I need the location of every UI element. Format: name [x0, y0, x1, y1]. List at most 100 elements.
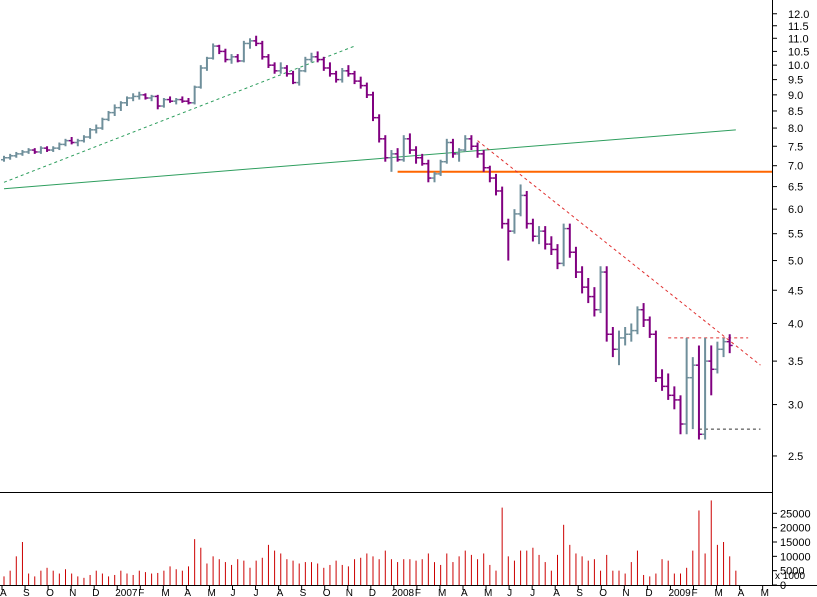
price-bar	[449, 138, 456, 158]
price-tick-label: 8.0	[788, 123, 803, 135]
price-bar	[25, 148, 32, 154]
x-tick-label: A	[461, 588, 468, 597]
price-bar	[659, 369, 666, 391]
price-bar	[628, 323, 635, 342]
price-bar	[105, 110, 112, 122]
price-bar	[425, 159, 432, 183]
price-bar	[259, 40, 266, 60]
price-panel: 12.011.511.010.5 10.0 9.5 9.0 8.5 8.0 7.5 7.0 6.…	[1, 9, 809, 463]
price-bar	[56, 142, 63, 151]
price-bar	[437, 159, 444, 176]
volume-bars	[3, 500, 737, 585]
price-bar	[173, 98, 180, 105]
x-tick-label: J	[507, 588, 512, 597]
x-tick-label: M	[161, 588, 169, 597]
price-tick-label: 9.0	[788, 90, 803, 102]
price-bar	[493, 173, 499, 196]
x-tick-label: S	[300, 588, 307, 597]
price-bar	[370, 91, 376, 122]
price-tick-label: 6.5	[788, 182, 803, 194]
price-bar	[456, 148, 463, 162]
price-bar	[708, 345, 715, 396]
x-tick-label: M	[484, 588, 492, 597]
price-bar	[31, 148, 38, 154]
price-bar	[68, 137, 75, 145]
price-tick-label: 4.5	[788, 285, 803, 297]
price-tick-label: 7.5	[788, 141, 803, 153]
price-bar	[554, 244, 561, 270]
price-bar	[363, 82, 370, 99]
price-bar	[265, 54, 272, 68]
price-bar	[480, 150, 487, 172]
price-tick-label: 11.0	[788, 33, 809, 45]
price-bar	[720, 337, 727, 358]
price-bar	[702, 337, 709, 440]
x-tick-label: M	[715, 588, 723, 597]
price-bar	[536, 226, 543, 245]
price-tick-label: 11.5	[788, 21, 809, 33]
price-bar	[179, 96, 186, 103]
price-bar	[19, 150, 26, 156]
price-bar	[499, 186, 506, 229]
x-tick-label: A	[184, 588, 191, 597]
price-bar	[443, 138, 450, 164]
price-bar	[523, 190, 530, 229]
price-bar	[468, 135, 475, 151]
x-tick-label: A	[553, 588, 560, 597]
price-bar	[185, 98, 192, 105]
volume-tick-label: 10000	[780, 551, 811, 563]
price-bar	[351, 70, 358, 85]
price-bar	[130, 93, 137, 102]
price-bar	[240, 40, 247, 63]
price-bar	[290, 70, 297, 85]
price-bar	[542, 226, 549, 250]
price-bar	[646, 316, 653, 338]
price-bar	[406, 133, 413, 154]
price-bar	[695, 345, 702, 440]
price-bar	[203, 56, 210, 71]
price-bar	[308, 52, 315, 63]
price-bar	[234, 54, 241, 63]
price-bar	[320, 56, 327, 71]
price-bar	[136, 91, 143, 100]
volume-tick-label: 5000	[780, 566, 804, 578]
x-tick-label: D	[369, 588, 376, 597]
price-bar	[609, 327, 616, 358]
trend-lines	[3, 45, 772, 430]
price-tick-label: 7.0	[788, 161, 803, 173]
price-bar	[376, 114, 383, 143]
price-bar	[622, 327, 629, 346]
price-tick-label: 5.0	[788, 256, 803, 268]
price-bar	[400, 135, 407, 162]
x-tick-label: O	[323, 588, 331, 597]
price-axis: 12.011.511.010.5 10.0 9.5 9.0 8.5 8.0 7.5 7.0 6.…	[772, 9, 809, 463]
price-bar	[548, 236, 555, 255]
price-bar	[529, 218, 536, 242]
price-bar	[99, 117, 106, 130]
price-bar	[652, 330, 659, 382]
price-bar	[44, 146, 51, 152]
price-bar	[142, 93, 149, 100]
price-bar	[333, 70, 340, 83]
x-tick-label: 2007	[115, 588, 138, 597]
price-bar	[585, 278, 592, 304]
price-bar	[572, 246, 579, 279]
price-bar	[197, 65, 204, 89]
x-tick-label: F	[415, 588, 421, 597]
price-bar	[124, 96, 130, 107]
price-bar	[154, 94, 161, 110]
price-bar	[216, 44, 223, 55]
price-bar	[603, 266, 610, 342]
price-bar	[228, 54, 235, 64]
price-bar	[634, 306, 641, 335]
price-bar	[474, 142, 481, 158]
price-bar	[210, 43, 217, 60]
price-tick-label: 9.5	[788, 75, 803, 87]
price-tick-label: 8.5	[788, 106, 803, 118]
x-tick-label: S	[23, 588, 30, 597]
price-tick-label: 2.5	[788, 451, 803, 463]
price-bar	[597, 266, 604, 314]
price-bar	[247, 38, 253, 49]
price-bar	[683, 337, 690, 435]
price-tick-label: 12.0	[788, 9, 809, 21]
